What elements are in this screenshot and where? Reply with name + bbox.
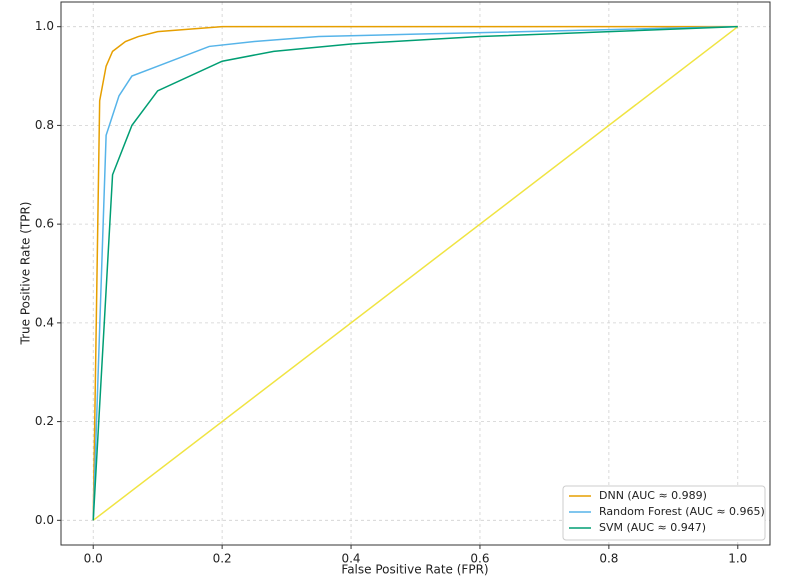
x-tick-label: 0.8 <box>599 552 618 566</box>
x-tick-label: 1.0 <box>728 552 747 566</box>
y-tick-label: 0.0 <box>35 513 54 527</box>
x-tick-label: 0.6 <box>470 552 489 566</box>
x-tick-label: 0.2 <box>213 552 232 566</box>
diagonal-line <box>92 26 739 521</box>
legend: DNN (AUC ≈ 0.989) Random Forest (AUC ≈ 0.… <box>562 485 766 541</box>
roc-line <box>92 25 738 521</box>
y-axis-label: True Positive Rate (TPR) <box>19 202 33 346</box>
legend-label: DNN (AUC ≈ 0.989) <box>599 489 707 502</box>
y-tick-label: 0.4 <box>35 315 54 329</box>
legend-box <box>562 485 766 541</box>
roc-line <box>92 25 738 521</box>
y-tick-label: 1.0 <box>35 19 54 33</box>
y-tick-label: 0.8 <box>35 118 54 132</box>
x-tick-label: 0.0 <box>84 552 103 566</box>
roc-line <box>92 25 738 521</box>
legend-label: SVM (AUC ≈ 0.947) <box>599 521 706 534</box>
legend-label: Random Forest (AUC ≈ 0.965) <box>599 505 765 518</box>
x-axis-label: False Positive Rate (FPR) <box>341 563 488 577</box>
x-tick-label: 0.4 <box>341 552 360 566</box>
y-tick-label: 0.2 <box>35 414 54 428</box>
y-tick-label: 0.6 <box>35 217 54 231</box>
plot-frame <box>60 1 771 546</box>
